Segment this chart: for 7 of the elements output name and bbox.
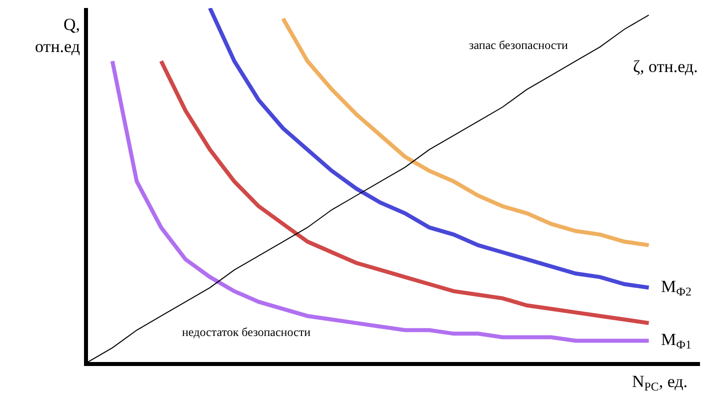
series-label: M$_{Ф2}$ (661, 277, 692, 299)
y-axis-title: Q, отн.ед (35, 15, 80, 56)
annotation: запас безопасности (469, 38, 568, 52)
annotation: недостаток безопасности (182, 325, 312, 339)
series-label: M$_{Ф1}$ (661, 330, 692, 352)
series-label: ζ, отн.ед. (633, 57, 698, 76)
x-axis-title: N$_{PC}$, ед. (632, 372, 688, 394)
